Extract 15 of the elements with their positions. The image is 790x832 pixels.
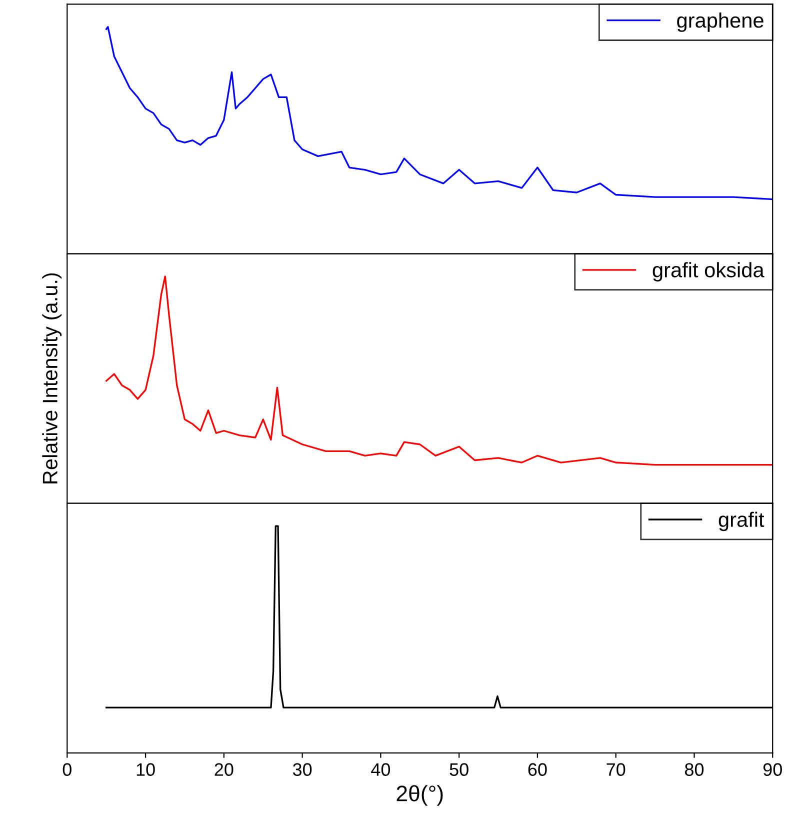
x-tick-label: 80 [684, 763, 704, 776]
x-axis-title: 2θ(°) [396, 785, 443, 806]
legend-label: grafit oksida [652, 262, 764, 282]
x-tick-label: 60 [528, 763, 547, 776]
x-tick-label: 30 [292, 763, 312, 776]
x-tick-label: 50 [450, 763, 468, 776]
x-tick-label: 10 [136, 763, 155, 776]
y-axis-title: Relative Intensity (a.u.) [42, 273, 62, 484]
x-tick-label: 0 [62, 763, 72, 776]
x-tick-label: 20 [214, 763, 234, 776]
x-tick-label: 40 [371, 763, 390, 776]
x-tick-label: 90 [763, 763, 782, 776]
legend-label: graphene [677, 12, 764, 32]
x-tick-label: 70 [606, 763, 626, 776]
legend-label: grafit [718, 512, 764, 532]
